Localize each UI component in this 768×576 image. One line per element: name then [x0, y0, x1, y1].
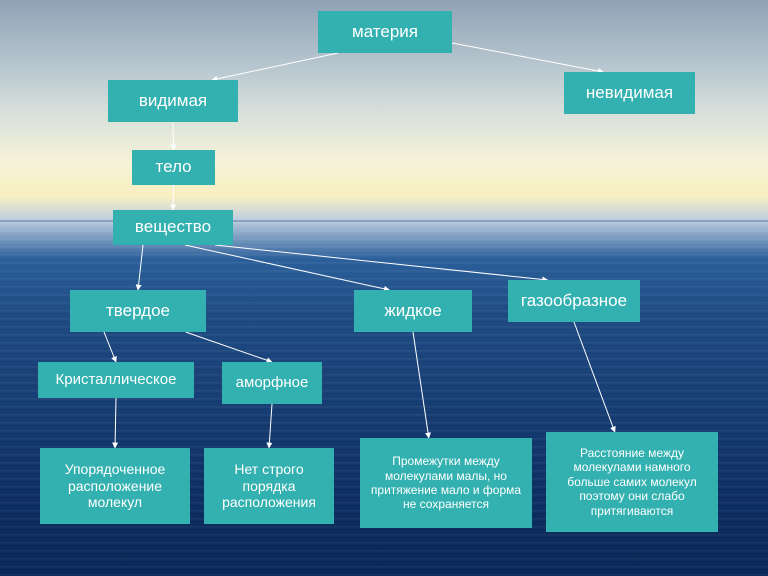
node-liquid: жидкое	[354, 290, 472, 332]
node-d_gas: Расстояние между молекулами намного боль…	[546, 432, 718, 532]
node-d_liquid: Промежутки между молекулами малы, но при…	[360, 438, 532, 528]
node-matter: материя	[318, 11, 452, 53]
node-solid: твердое	[70, 290, 206, 332]
node-d_amorph: Нет строго порядка расположения	[204, 448, 334, 524]
node-crystalline: Кристаллическое	[38, 362, 194, 398]
node-amorphous: аморфное	[222, 362, 322, 404]
node-d_cryst: Упорядоченное расположение молекул	[40, 448, 190, 524]
node-substance: вещество	[113, 210, 233, 245]
node-body: тело	[132, 150, 215, 185]
node-visible: видимая	[108, 80, 238, 122]
node-invisible: невидимая	[564, 72, 695, 114]
node-gas: газообразное	[508, 280, 640, 322]
